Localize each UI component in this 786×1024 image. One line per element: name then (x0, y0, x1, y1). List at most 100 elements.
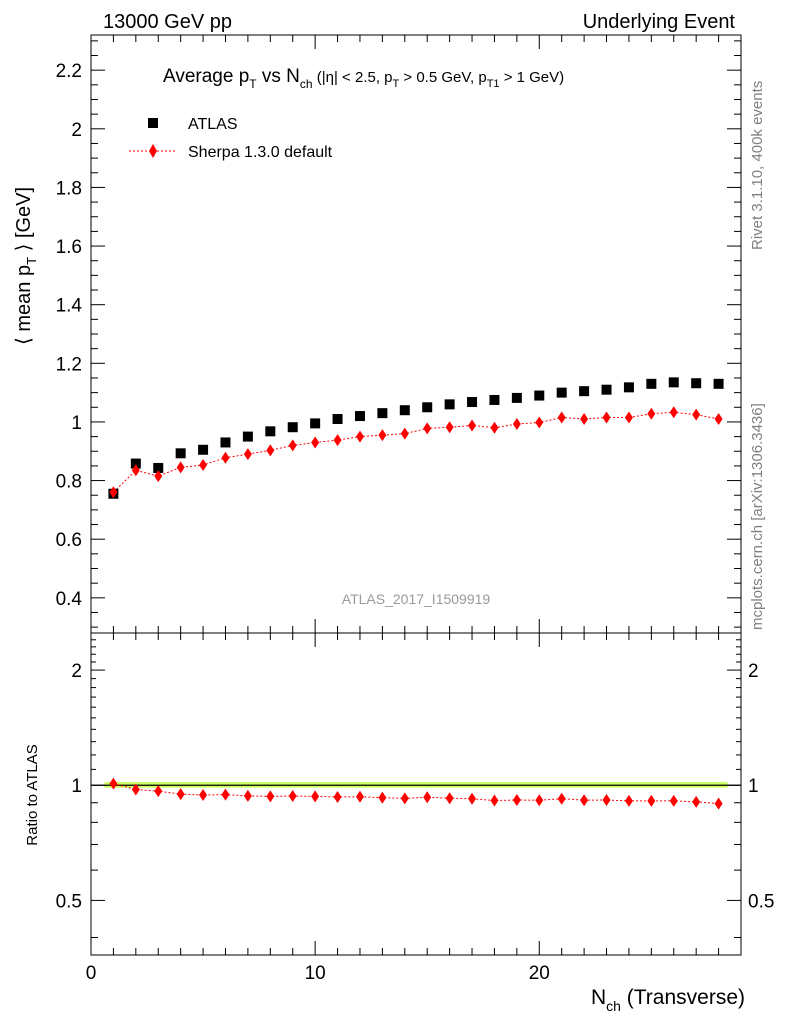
sherpa-point (512, 417, 521, 430)
sherpa-point (221, 451, 230, 464)
legend-sherpa-label: Sherpa 1.3.0 default (188, 144, 333, 161)
legend: ATLAS Sherpa 1.3.0 default (129, 116, 333, 161)
sherpa-point (669, 406, 678, 419)
sherpa-point (602, 411, 611, 424)
sherpa-point (400, 427, 409, 440)
ratio-sherpa-point (266, 790, 275, 803)
legend-atlas-label: ATLAS (188, 116, 238, 133)
main-y-tick-label: 2 (71, 120, 82, 141)
legend-atlas-marker (148, 118, 158, 128)
atlas-point (332, 414, 343, 425)
atlas-point (511, 392, 522, 403)
ratio-sherpa-point (221, 788, 230, 801)
sherpa-point (624, 411, 633, 424)
ratio-sherpa-point (647, 794, 656, 807)
sherpa-point (355, 430, 364, 443)
ratio-sherpa-point (512, 794, 521, 807)
ratio-y-tick-label-left: 0.5 (56, 891, 82, 912)
sherpa-point (490, 421, 499, 434)
ratio-sherpa-point (490, 794, 499, 807)
main-y-axis-label: ⟨ mean pT ⟩ [GeV] (13, 187, 39, 345)
ratio-axis-ticks (90, 633, 742, 955)
atlas-point (534, 390, 545, 401)
x-tick-label: 20 (529, 963, 550, 984)
ratio-sherpa-point (311, 790, 320, 803)
atlas-point (377, 408, 388, 419)
sherpa-point (714, 413, 723, 426)
atlas-point (556, 387, 567, 398)
sherpa-line (113, 411, 719, 493)
analysis-watermark: ATLAS_2017_I1509919 (342, 591, 491, 607)
sherpa-point (109, 486, 118, 499)
ratio-sherpa-point (535, 794, 544, 807)
main-y-tick-label: 1.8 (56, 178, 82, 199)
sherpa-point (176, 461, 185, 474)
main-axis-ticks (90, 35, 742, 633)
ratio-sherpa-point (624, 794, 633, 807)
ratio-data-layer (109, 777, 723, 810)
main-y-tick-label: 1 (71, 413, 82, 434)
atlas-point (467, 397, 478, 408)
atlas-point (579, 386, 590, 397)
atlas-point (175, 448, 186, 459)
ratio-sherpa-point (692, 795, 701, 808)
ratio-y-tick-labels: 0.5 0.5 1 1 2 2 (56, 661, 775, 912)
ratio-sherpa-point (557, 792, 566, 805)
sherpa-point (333, 434, 342, 447)
x-axis-label: Nch (Transverse) (591, 986, 745, 1014)
atlas-point (444, 399, 455, 410)
ratio-y-tick-label-right: 0.5 (748, 891, 774, 912)
ratio-sherpa-point (199, 788, 208, 801)
main-y-tick-label: 2.2 (56, 61, 82, 82)
ratio-sherpa-point (400, 792, 409, 805)
ratio-uncertainty-band (91, 781, 741, 788)
sherpa-point (378, 429, 387, 442)
ratio-sherpa-point (714, 797, 723, 810)
atlas-point (265, 426, 276, 437)
ratio-sherpa-point (445, 792, 454, 805)
ratio-sherpa-point (176, 788, 185, 801)
atlas-point (713, 378, 724, 389)
ratio-sherpa-point (580, 794, 589, 807)
ratio-sherpa-point (602, 794, 611, 807)
main-y-tick-label: 0.6 (56, 530, 82, 551)
main-y-tick-labels: 0.4 0.6 0.8 1 1.2 1.4 1.6 1.8 2 2.2 (56, 61, 83, 610)
sherpa-point (311, 436, 320, 449)
ratio-sherpa-point (355, 790, 364, 803)
ratio-sherpa-point (154, 785, 163, 798)
header-right-label: Underlying Event (583, 11, 736, 33)
atlas-point (287, 422, 298, 433)
atlas-point (601, 384, 612, 395)
main-y-tick-label: 0.8 (56, 472, 82, 493)
atlas-point (623, 382, 634, 393)
ratio-sherpa-point (423, 791, 432, 804)
atlas-point (399, 405, 410, 416)
sherpa-point (647, 407, 656, 420)
x-tick-labels: 0 10 20 (86, 963, 550, 984)
atlas-point (242, 431, 253, 442)
sherpa-point (288, 439, 297, 452)
sherpa-point (557, 411, 566, 424)
mcplots-label: mcplots.cern.ch [arXiv:1306.3436] (749, 403, 766, 630)
atlas-point (489, 394, 500, 405)
sherpa-point (580, 413, 589, 426)
main-y-tick-label: 1.4 (56, 296, 83, 317)
sherpa-point (199, 459, 208, 472)
main-plot-title: Average pT vs Nch (|η| < 2.5, pT > 0.5 G… (163, 66, 564, 91)
atlas-point (422, 402, 433, 413)
atlas-point (646, 378, 657, 389)
atlas-point (354, 411, 365, 422)
atlas-point (198, 444, 209, 455)
main-y-tick-label: 1.6 (56, 237, 82, 258)
ratio-sherpa-point (669, 794, 678, 807)
ratio-y-tick-label-left: 1 (71, 776, 82, 797)
atlas-point (310, 418, 321, 429)
sherpa-point (468, 419, 477, 432)
atlas-point (668, 377, 679, 388)
ratio-sherpa-point (131, 783, 140, 796)
main-y-tick-label: 1.2 (56, 354, 82, 375)
main-y-tick-label: 0.4 (56, 589, 83, 610)
ratio-sherpa-point (468, 792, 477, 805)
legend-sherpa-marker (149, 144, 157, 158)
